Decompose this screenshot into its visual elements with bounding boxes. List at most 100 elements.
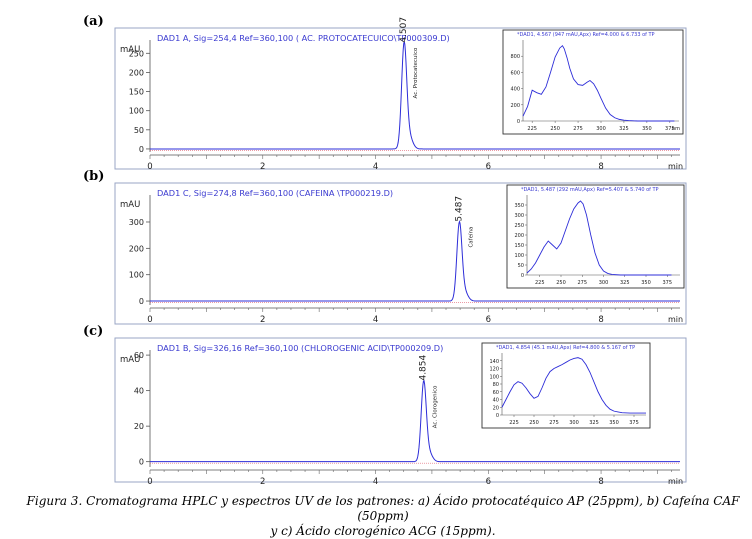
uv-inset-y-tick-label: 40 [493, 398, 499, 404]
y-tick-label: 100 [129, 107, 144, 116]
y-tick-label: 200 [129, 244, 144, 253]
x-axis-label: min [668, 315, 683, 324]
uv-inset-y-tick-label: 800 [510, 54, 520, 60]
peak-compound-name: Ac. Protocatecuico [413, 47, 419, 98]
uv-inset-title: *DAD1, 5.487 (292 mAU,Apx) Ref=5.407 & 5… [521, 187, 659, 193]
uv-inset-y-tick-label: 120 [489, 367, 499, 373]
uv-inset-x-tick-label: 275 [577, 280, 587, 286]
y-tick-label: 0 [139, 145, 144, 154]
uv-inset-y-tick-label: 140 [489, 359, 499, 365]
uv-inset-x-tick-label: 300 [596, 126, 606, 132]
x-tick-label: 0 [147, 315, 152, 325]
x-tick-label: 4 [373, 477, 378, 487]
uv-inset-frame [481, 342, 651, 429]
uv-inset-x-tick-label: 375 [629, 420, 639, 426]
uv-inset-x-tick-label: 275 [549, 420, 559, 426]
uv-inset-y-tick-label: 20 [493, 405, 499, 411]
y-tick-label: 150 [129, 88, 144, 97]
uv-inset-y-tick-label: 100 [489, 374, 499, 380]
chromatogram-trace [150, 379, 680, 463]
uv-inset-x-tick-label: 300 [569, 420, 579, 426]
y-tick-label: 250 [129, 49, 144, 58]
panel-label-c: (c) [83, 324, 104, 339]
uv-inset-frame [506, 184, 685, 289]
peak-retention-time: 5.487 [454, 196, 464, 222]
y-tick-label: 60 [134, 351, 144, 360]
uv-inset-x-tick-label: 250 [556, 280, 566, 286]
uv-inset-x-tick-label: 350 [641, 280, 651, 286]
uv-inset-title: *DAD1, 4.854 (45.1 mAU,Apx) Ref=4.800 & … [496, 345, 635, 351]
uv-inset-y-tick-label: 50 [518, 263, 524, 269]
x-tick-label: 6 [486, 477, 491, 487]
y-tick-label: 100 [129, 271, 144, 280]
y-tick-label: 0 [139, 297, 144, 306]
uv-inset-x-tick-label: 375 [665, 126, 675, 132]
panel-label-b: (b) [83, 169, 105, 184]
uv-inset-frame [502, 29, 684, 135]
x-tick-label: 8 [598, 315, 603, 325]
peak-retention-time: 4.854 [419, 354, 429, 380]
uv-inset-x-tick-label: 350 [642, 126, 652, 132]
chart-title: DAD1 C, Sig=274,8 Ref=360,100 (CAFEINA \… [157, 188, 393, 198]
uv-inset-x-tick-label: 225 [509, 420, 519, 426]
uv-inset-x-tick-label: 325 [620, 280, 630, 286]
uv-spectrum-trace [526, 200, 672, 276]
uv-inset-title: *DAD1, 4.567 (947 mAU,Apx) Ref=4.000 & 6… [517, 32, 655, 38]
y-axis-label: mAU [120, 45, 140, 55]
y-tick-label: 300 [129, 218, 144, 227]
uv-inset-y-tick-label: 80 [493, 382, 499, 388]
chromatogram-trace [150, 41, 680, 150]
x-tick-label: 2 [260, 477, 265, 487]
caption-line-2: y c) Ácido clorogénico ACG (15ppm). [270, 524, 496, 538]
uv-inset-y-tick-label: 600 [510, 70, 520, 76]
uv-inset-x-tick-label: 325 [619, 126, 629, 132]
chromatogram-trace [150, 219, 680, 302]
uv-inset-x-tick-label: 225 [527, 126, 537, 132]
y-axis-label: mAU [120, 355, 140, 365]
x-tick-label: 4 [373, 162, 378, 172]
uv-inset-y-tick-label: 60 [493, 390, 499, 396]
uv-inset-x-tick-label: 250 [550, 126, 560, 132]
peak-retention-time: 4.507 [399, 17, 409, 43]
x-tick-label: 2 [260, 162, 265, 172]
x-axis-label: min [668, 162, 683, 171]
uv-spectrum-trace [522, 44, 675, 122]
uv-inset-y-tick-label: 300 [514, 213, 524, 219]
peak-compound-name: Ac. Clorogenico [433, 385, 439, 428]
panel-label-a: (a) [83, 14, 104, 29]
x-tick-label: 4 [373, 315, 378, 325]
uv-inset-y-tick-label: 100 [514, 253, 524, 259]
uv-inset-y-tick-label: 350 [514, 203, 524, 209]
x-axis-label: min [668, 477, 683, 486]
uv-inset-x-tick-label: 300 [599, 280, 609, 286]
uv-inset-x-tick-label: 250 [529, 420, 539, 426]
uv-inset-x-tick-label: 375 [662, 280, 672, 286]
x-tick-label: 6 [486, 162, 491, 172]
y-tick-label: 40 [134, 387, 144, 396]
uv-inset-x-tick-label: 275 [573, 126, 583, 132]
uv-spectrum-trace [501, 357, 646, 414]
x-tick-label: 0 [147, 162, 152, 172]
y-axis-label: mAU [120, 200, 140, 210]
uv-inset-y-tick-label: 250 [514, 223, 524, 229]
uv-inset-y-tick-label: 0 [496, 413, 499, 419]
x-tick-label: 2 [260, 315, 265, 325]
y-tick-label: 200 [129, 68, 144, 77]
y-tick-label: 0 [139, 458, 144, 467]
uv-inset-y-tick-label: 150 [514, 243, 524, 249]
uv-inset-y-tick-label: 200 [514, 233, 524, 239]
uv-inset-x-tick-label: 225 [535, 280, 545, 286]
uv-inset-y-tick-label: 0 [521, 273, 524, 279]
x-tick-label: 6 [486, 315, 491, 325]
x-tick-label: 8 [598, 477, 603, 487]
caption-figure-number: Figura 3. [26, 494, 83, 508]
figure-caption: Figura 3. Cromatograma HPLC y espectros … [20, 494, 746, 539]
y-tick-label: 50 [134, 126, 144, 135]
x-tick-label: 8 [598, 162, 603, 172]
uv-inset-x-tick-label: nm [672, 126, 680, 132]
uv-inset-x-tick-label: 350 [609, 420, 619, 426]
x-tick-label: 0 [147, 477, 152, 487]
